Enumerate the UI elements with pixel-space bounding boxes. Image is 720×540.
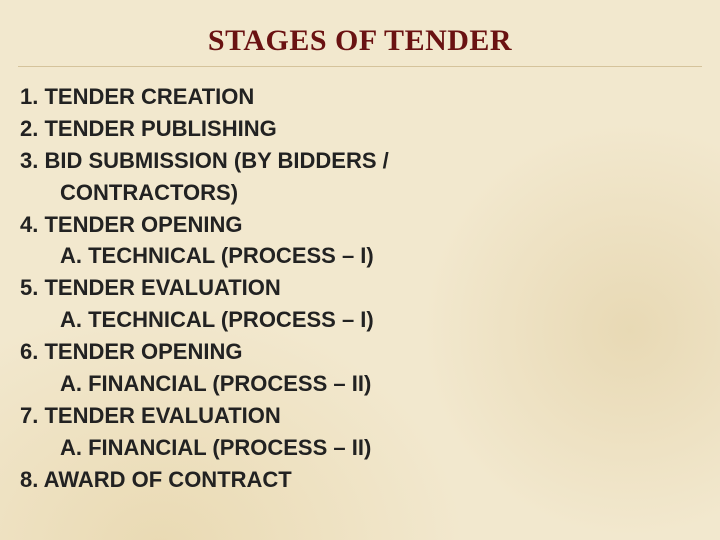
- body-line: 2. TENDER PUBLISHING: [20, 113, 702, 145]
- slide: STAGES OF TENDER 1. TENDER CREATION2. TE…: [0, 0, 720, 540]
- slide-body: 1. TENDER CREATION2. TENDER PUBLISHING3.…: [18, 81, 702, 496]
- body-line: 8. AWARD OF CONTRACT: [20, 464, 702, 496]
- slide-title: STAGES OF TENDER: [18, 24, 702, 67]
- body-line: 6. TENDER OPENING: [20, 336, 702, 368]
- body-line: 4. TENDER OPENING: [20, 209, 702, 241]
- body-line: A. FINANCIAL (PROCESS – II): [20, 368, 702, 400]
- body-line: A. FINANCIAL (PROCESS – II): [20, 432, 702, 464]
- body-line: CONTRACTORS): [20, 177, 702, 209]
- body-line: 5. TENDER EVALUATION: [20, 272, 702, 304]
- body-line: A. TECHNICAL (PROCESS – I): [20, 240, 702, 272]
- body-line: 3. BID SUBMISSION (BY BIDDERS /: [20, 145, 702, 177]
- body-line: 1. TENDER CREATION: [20, 81, 702, 113]
- body-line: 7. TENDER EVALUATION: [20, 400, 702, 432]
- body-line: A. TECHNICAL (PROCESS – I): [20, 304, 702, 336]
